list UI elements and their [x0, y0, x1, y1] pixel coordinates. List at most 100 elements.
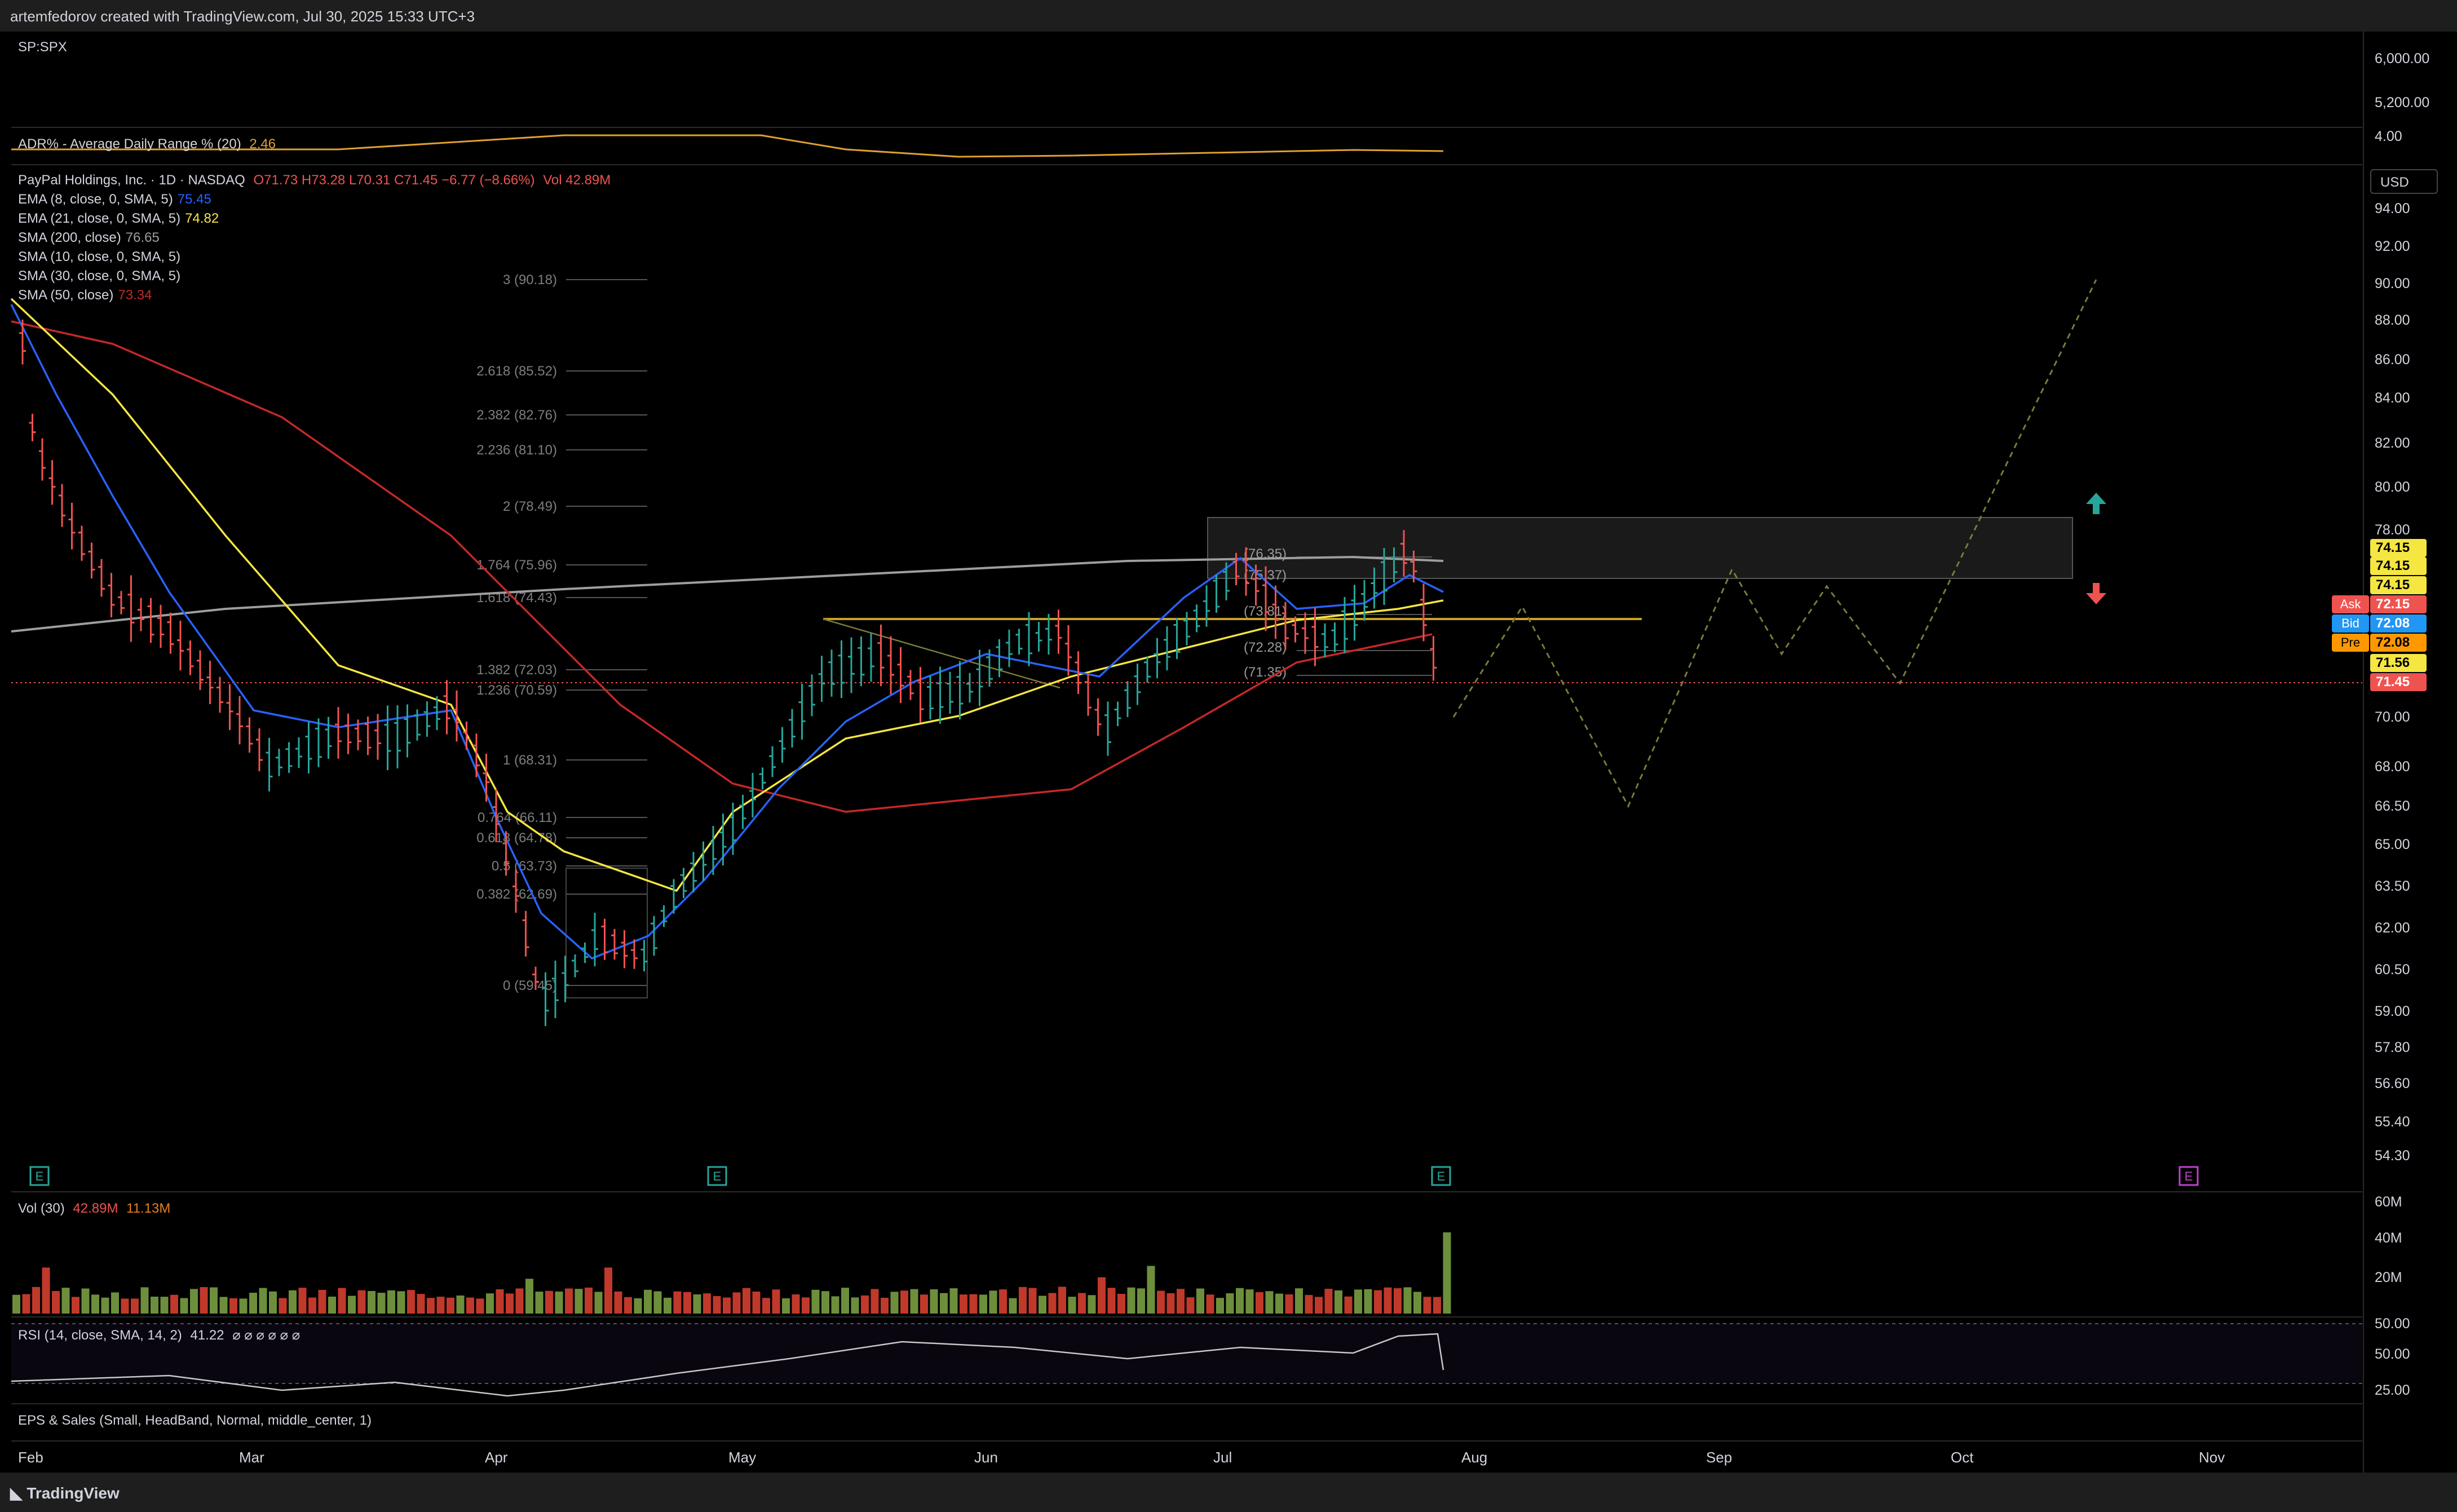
- rsi-extra: ⌀ ⌀ ⌀ ⌀ ⌀ ⌀: [232, 1328, 301, 1343]
- volume-v1: 42.89M: [73, 1201, 118, 1216]
- currency-label[interactable]: USD: [2370, 169, 2438, 194]
- price-badge: 72.08: [2370, 614, 2427, 633]
- volume-bar: [328, 1296, 336, 1314]
- volume-bar: [486, 1293, 494, 1314]
- earnings-marker[interactable]: [2178, 1166, 2199, 1186]
- volume-bar: [940, 1293, 948, 1314]
- volume-bar: [1423, 1297, 1431, 1314]
- volume-bar: [910, 1289, 918, 1314]
- ema8-line: [10, 304, 1444, 960]
- ema21-line: [10, 298, 1444, 892]
- volume-bar: [447, 1297, 454, 1314]
- fib-level-label: 2.618 (85.52): [476, 364, 557, 379]
- indicator-row: SMA (50, close) 73.34: [18, 288, 152, 303]
- indicator-row: SMA (200, close) 76.65: [18, 230, 160, 246]
- volume-bar: [32, 1286, 40, 1314]
- fib-level-label: 3 (90.18): [503, 272, 557, 288]
- fib-level-label: 1.382 (72.03): [476, 662, 557, 678]
- earnings-marker[interactable]: [1431, 1166, 1451, 1186]
- time-tick: Jun: [974, 1449, 998, 1466]
- volume-bar: [723, 1297, 731, 1314]
- rsi-band: [11, 1324, 2362, 1383]
- volume-bar: [1275, 1293, 1283, 1314]
- indicator-label: SMA (200, close): [18, 230, 121, 245]
- volume-bar: [456, 1295, 465, 1314]
- main-legend: PayPal Holdings, Inc. · 1D · NASDAQ O71.…: [18, 173, 611, 188]
- top-bar: artemfedorov created with TradingView.co…: [0, 0, 2457, 32]
- tradingview-logo: ◣ TradingView: [10, 1484, 120, 1502]
- volume-bar: [604, 1267, 612, 1314]
- price-tick: 60.50: [2375, 962, 2410, 978]
- volume-bar: [72, 1297, 79, 1314]
- rsi-label: RSI (14, close, SMA, 14, 2): [18, 1328, 182, 1343]
- volume-bar: [920, 1294, 928, 1314]
- volume-bar: [12, 1294, 20, 1314]
- volume-bar: [693, 1294, 701, 1314]
- eps-legend: EPS & Sales (Small, HeadBand, Normal, mi…: [18, 1413, 372, 1428]
- volume-bar: [506, 1293, 514, 1314]
- candles[interactable]: [19, 319, 1437, 1027]
- ohlc-values: O71.73 H73.28 L70.31 C71.45 −6.77 (−8.66…: [253, 173, 535, 188]
- volume-bar: [664, 1297, 671, 1314]
- volume-bar: [476, 1298, 484, 1314]
- volume-bar: [585, 1287, 593, 1314]
- volume-bar: [1344, 1296, 1353, 1314]
- volume-bar: [81, 1288, 90, 1314]
- time-tick: Aug: [1461, 1449, 1488, 1466]
- earnings-marker[interactable]: [29, 1166, 50, 1186]
- volume-bar: [417, 1294, 425, 1314]
- volume-bar: [436, 1297, 445, 1314]
- price-badge: 74.15: [2370, 539, 2427, 557]
- quote-tag: Ask: [2332, 595, 2369, 613]
- volume-label: Vol (30): [18, 1201, 65, 1216]
- volume-bar: [594, 1292, 603, 1314]
- earnings-marker[interactable]: [707, 1166, 727, 1186]
- volume-bar: [644, 1289, 652, 1314]
- price-badge: 71.45: [2370, 673, 2427, 691]
- rsi-tick: 50.00: [2375, 1316, 2410, 1332]
- tradingview-logo-icon: ◣: [10, 1484, 27, 1502]
- volume-bar: [743, 1288, 750, 1314]
- volume-bar: [140, 1287, 149, 1314]
- volume-bar: [338, 1288, 346, 1314]
- time-tick: Feb: [18, 1449, 43, 1466]
- adr-legend: ADR% - Average Daily Range % (20) 2.46: [18, 136, 276, 152]
- indicator-value: 73.34: [118, 288, 152, 303]
- volume-bar: [900, 1290, 908, 1314]
- volume-bar: [1058, 1286, 1066, 1314]
- volume-bar: [289, 1290, 297, 1314]
- volume-tick: 40M: [2375, 1230, 2402, 1246]
- resistance-box[interactable]: [1207, 517, 2073, 579]
- volume-bar: [397, 1291, 405, 1314]
- volume-bar: [752, 1292, 761, 1314]
- spx-symbol: SP:SPX: [18, 39, 67, 55]
- price-tick: 62.00: [2375, 920, 2410, 936]
- volume-bar: [1028, 1288, 1037, 1314]
- chart-area[interactable]: 3 (90.18) 2.618 (85.52) 2.382 (82.76) 2.236…: [0, 32, 2457, 1473]
- fib-levels[interactable]: 3 (90.18) 2.618 (85.52) 2.382 (82.76) 2.236…: [476, 272, 1432, 998]
- fib-level-label: 1 (68.31): [503, 753, 557, 768]
- volume-bar: [861, 1295, 869, 1314]
- volume-bar: [1245, 1289, 1254, 1314]
- volume-bar: [170, 1294, 178, 1314]
- sma200-line: [11, 555, 1444, 633]
- volume-bar: [930, 1289, 938, 1314]
- price-badge: 74.15: [2370, 557, 2427, 575]
- volume-bar: [219, 1297, 228, 1314]
- indicator-value: 75.45: [177, 192, 211, 207]
- earnings-marker-label: E: [713, 1169, 722, 1183]
- volume-bar: [1226, 1293, 1234, 1314]
- projection-path[interactable]: [1452, 279, 2097, 808]
- volume-bar: [713, 1296, 721, 1314]
- indicator-row: EMA (21, close, 0, SMA, 5) 74.82: [18, 211, 219, 227]
- volume-bar: [1009, 1298, 1017, 1314]
- volume-bar: [575, 1289, 583, 1314]
- price-tick: 88.00: [2375, 312, 2410, 328]
- volume-bar: [1048, 1293, 1057, 1314]
- price-badge: 72.15: [2370, 595, 2427, 613]
- volume-bar: [881, 1298, 889, 1314]
- trendline[interactable]: [823, 618, 1060, 689]
- volume-bar: [732, 1292, 741, 1314]
- price-tick: 80.00: [2375, 479, 2410, 495]
